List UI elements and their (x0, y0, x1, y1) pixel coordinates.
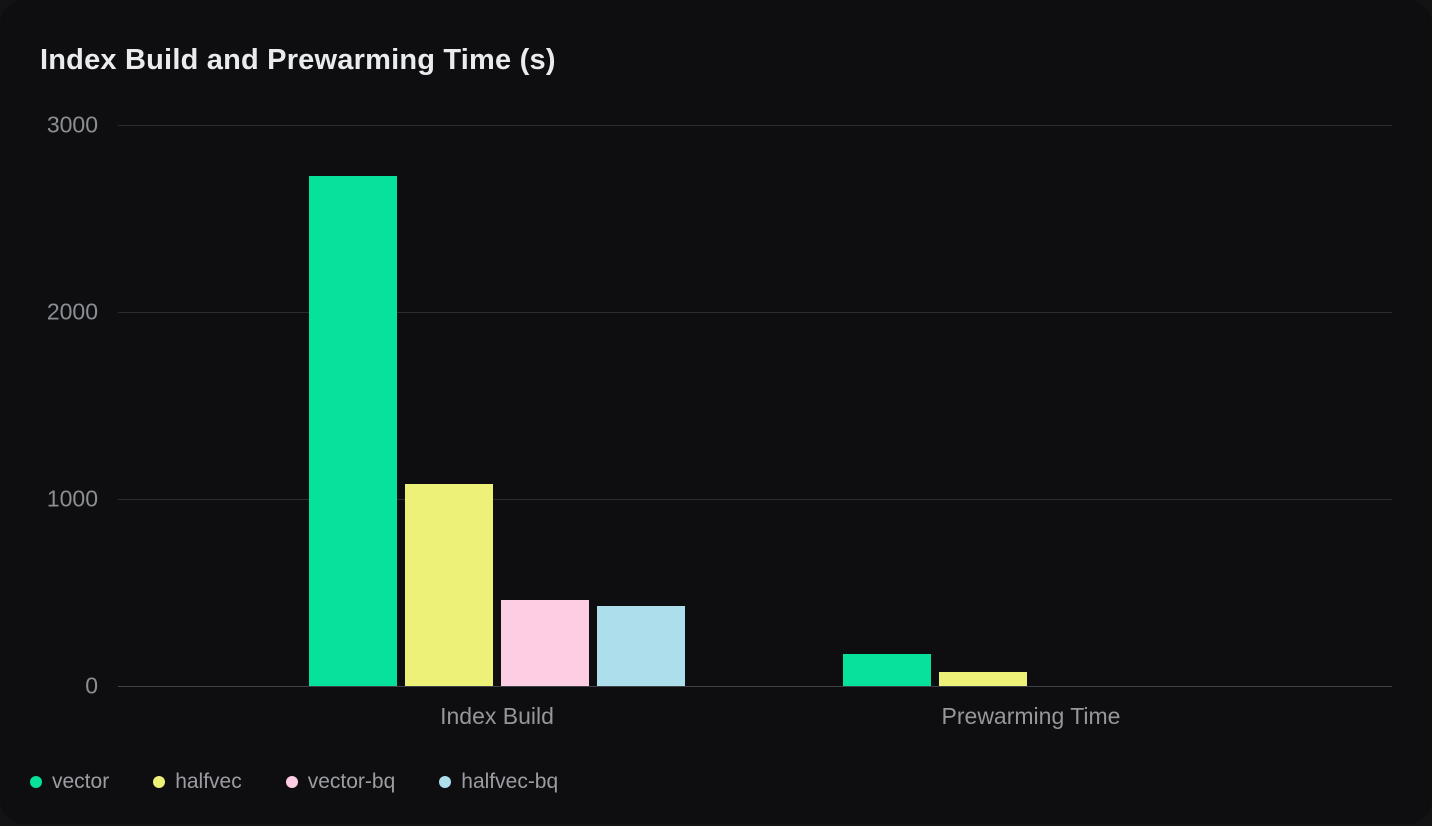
gridline (118, 499, 1392, 500)
y-axis-tick-label: 1000 (46, 485, 98, 512)
legend-dot-icon (30, 776, 42, 788)
bar-halfvec-prewarming-time[interactable] (939, 671, 1027, 686)
legend-label: halfvec-bq (461, 770, 559, 793)
bar-halfvec-index-build[interactable] (405, 484, 493, 686)
bar-vector-bq-index-build[interactable] (501, 599, 589, 686)
plot-area: 0 1000 2000 3000 Index Build Prewarming Time (47, 112, 1392, 729)
gridline (118, 125, 1392, 126)
legend-label: halfvec (175, 770, 242, 793)
legend: vector halfvec vector-bq halfvec-bq (30, 770, 558, 794)
y-axis-tick-label: 3000 (46, 111, 98, 138)
bar-halfvec-bq-index-build[interactable] (597, 605, 685, 686)
bar-vector-prewarming-time[interactable] (843, 654, 931, 686)
legend-label: vector-bq (307, 770, 396, 793)
y-axis-tick-label: 2000 (46, 298, 98, 325)
legend-item-halfvec[interactable]: halfvec (153, 770, 242, 794)
legend-item-vector[interactable]: vector (30, 770, 109, 794)
x-axis-category-label: Index Build (440, 703, 554, 729)
legend-dot-icon (439, 776, 452, 788)
legend-item-halfvec-bq[interactable]: halfvec-bq (439, 770, 558, 794)
legend-item-vector-bq[interactable]: vector-bq (285, 770, 396, 794)
x-axis-category-label: Prewarming Time (941, 703, 1121, 729)
y-axis-tick-label: 0 (85, 672, 98, 699)
bar-vector-index-build[interactable] (309, 175, 397, 686)
legend-dot-icon (153, 776, 166, 788)
gridline (118, 312, 1392, 313)
legend-label: vector (52, 770, 110, 793)
legend-dot-icon (285, 776, 298, 788)
chart-title: Index Build and Prewarming Time (s) (40, 44, 556, 76)
x-axis-baseline (118, 686, 1392, 687)
